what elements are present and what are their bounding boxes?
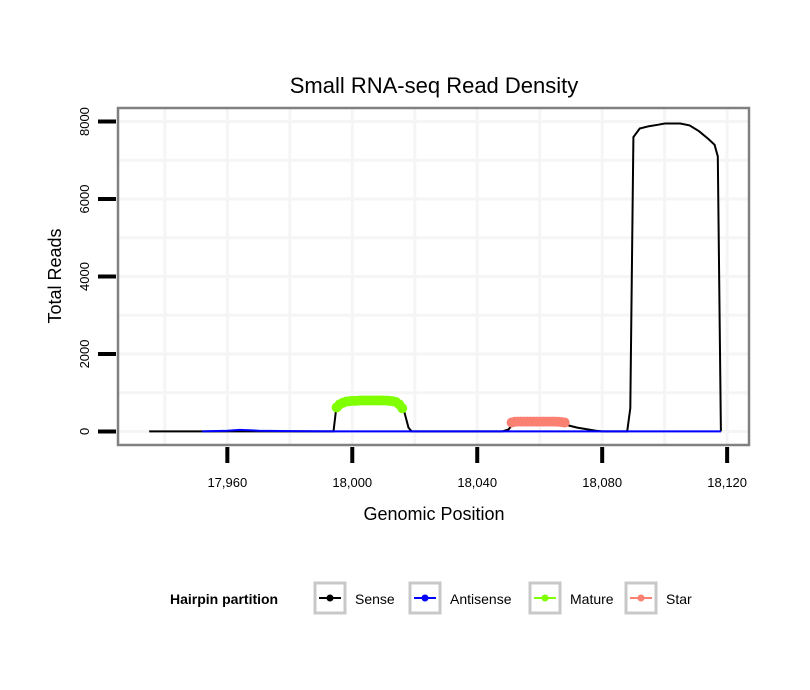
grid	[118, 108, 749, 445]
series-points-star	[506, 416, 570, 428]
x-axis: 17,960 18,000 18,040 18,080 18,120	[207, 447, 747, 490]
legend: Hairpin partition Sense Antisense Mature St…	[170, 581, 692, 615]
legend-key-point	[541, 594, 549, 602]
y-tick-label: 2000	[77, 340, 92, 369]
legend-key-point	[326, 594, 334, 602]
legend-label: Mature	[570, 591, 614, 607]
x-tick-label: 17,960	[207, 475, 247, 490]
series-points-mature	[331, 395, 408, 414]
legend-item-star: Star	[624, 581, 692, 615]
legend-item-sense: Sense	[313, 581, 395, 615]
y-axis-title: Total Reads	[45, 228, 65, 323]
legend-label: Star	[666, 591, 692, 607]
x-tick-label: 18,040	[457, 475, 497, 490]
legend-label: Antisense	[450, 591, 512, 607]
series-line-antisense	[202, 428, 721, 433]
legend-title: Hairpin partition	[170, 591, 278, 607]
series-layer	[149, 122, 722, 433]
y-axis: 0 2000 4000 6000 8000	[77, 107, 116, 435]
y-tick-label: 6000	[77, 185, 92, 214]
x-tick-label: 18,120	[707, 475, 747, 490]
legend-label: Sense	[355, 591, 395, 607]
x-axis-title: Genomic Position	[363, 504, 504, 524]
y-tick-label: 0	[77, 428, 92, 435]
chart-title: Small RNA-seq Read Density	[290, 73, 579, 98]
legend-key-point	[421, 594, 429, 602]
plot-panel-border	[116, 106, 751, 447]
legend-item-mature: Mature	[528, 581, 614, 615]
data-point-star	[559, 417, 570, 428]
data-point-mature	[397, 403, 408, 414]
x-tick-label: 18,000	[332, 475, 372, 490]
x-tick-label: 18,080	[582, 475, 622, 490]
legend-item-antisense: Antisense	[408, 581, 512, 615]
legend-key-point	[637, 594, 645, 602]
y-tick-label: 4000	[77, 262, 92, 291]
y-tick-label: 8000	[77, 107, 92, 136]
